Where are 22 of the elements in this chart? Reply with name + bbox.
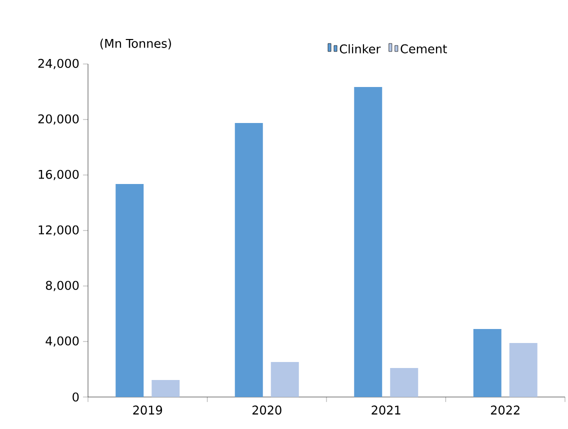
- y-tick-label: 20,000: [38, 114, 79, 125]
- bar: [270, 362, 299, 397]
- x-tick-label: 2021: [372, 406, 400, 415]
- y-tick-label: 0: [72, 392, 79, 402]
- x-tick-label: 2022: [490, 406, 520, 415]
- legend-label: Cement: [400, 44, 447, 54]
- y-tick-label: 12,000: [38, 225, 79, 236]
- bar: [234, 122, 263, 397]
- y-tick-label: 8,000: [46, 280, 79, 292]
- y-tick-label: 24,000: [38, 58, 79, 70]
- legend-label: Clinker: [340, 44, 381, 54]
- x-tick-label: 2019: [133, 406, 162, 415]
- y-tick-label: 16,000: [38, 170, 79, 180]
- bar: [116, 184, 144, 397]
- x-tick-label: 2020: [252, 406, 282, 415]
- y-tick-label: 4,000: [46, 336, 79, 347]
- bar: [152, 380, 180, 397]
- bar: [473, 329, 502, 397]
- y-axis-title: (Mn Tonnes): [100, 38, 171, 50]
- bar: [390, 368, 418, 397]
- bar: [509, 343, 538, 397]
- bar: [354, 87, 382, 397]
